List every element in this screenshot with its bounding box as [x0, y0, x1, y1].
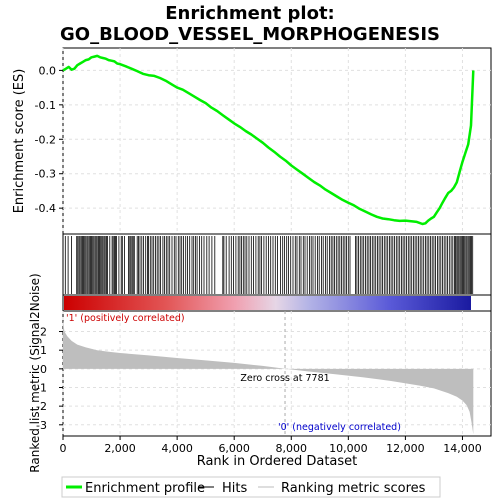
es-ytick-label-3: -0.3 — [35, 168, 56, 181]
es-y-axis-label: Enrichment score (ES) — [12, 69, 27, 214]
ranking-metric-area — [63, 320, 474, 435]
legend-label-hits: Hits — [222, 481, 247, 496]
xtick-label-6: 12,000 — [386, 442, 425, 455]
es-grid — [62, 48, 491, 234]
x-ticks: 0 2,000 4,000 6,000 8,000 10,000 12,000 14,000 — [60, 436, 482, 455]
legend-label-metric: Ranking metric scores — [281, 481, 426, 496]
es-ytick-label-2: -0.2 — [35, 133, 56, 146]
es-ytick-label-0: 0.0 — [39, 64, 57, 77]
xtick-label-4: 8,000 — [276, 442, 308, 455]
chart-subtitle: GO_BLOOD_VESSEL_MORPHOGENESIS — [60, 24, 440, 45]
enrichment-profile-path — [62, 54, 475, 226]
x-axis-label: Rank in Ordered Dataset — [197, 454, 358, 469]
chart-title: Enrichment plot: — [165, 3, 335, 24]
metric-ytick-label-5: -3 — [36, 419, 47, 432]
legend: Enrichment profile Hits Ranking metric s… — [61, 476, 441, 498]
xtick-label-5: 10,000 — [329, 442, 368, 455]
legend-label-enrichment: Enrichment profile — [85, 481, 205, 496]
xtick-label-7: 14,000 — [443, 442, 482, 455]
xtick-label-3: 6,000 — [218, 442, 250, 455]
metric-ytick-label-4: -2 — [36, 400, 47, 413]
zero-cross-label: Zero cross at 7781 — [240, 373, 329, 384]
metric-ytick-label-0: 2 — [40, 326, 47, 339]
correlation-color-bar — [64, 296, 471, 310]
xtick-label-0: 0 — [60, 442, 67, 455]
enrichment-profile-line — [62, 54, 475, 226]
legend-box — [61, 476, 441, 498]
es-y-ticks: 0.0 -0.1 -0.2 -0.3 -0.4 — [35, 64, 63, 215]
ranking-metric-fill — [63, 320, 474, 435]
metric-y-ticks: 2 1 0 -1 -2 -3 — [36, 326, 63, 432]
metric-ytick-label-1: 1 — [40, 344, 47, 357]
es-ytick-label-4: -0.4 — [35, 202, 56, 215]
negative-correlation-label: '0' (negatively correlated) — [278, 422, 401, 433]
hit-lines — [64, 236, 474, 294]
metric-ytick-label-2: 0 — [40, 363, 47, 376]
xtick-label-1: 2,000 — [104, 442, 136, 455]
metric-y-axis-label: Ranked list metric (Signal2Noise) — [28, 273, 42, 472]
es-ytick-label-1: -0.1 — [35, 99, 56, 112]
es-panel — [62, 47, 492, 235]
xtick-label-2: 4,000 — [161, 442, 193, 455]
positive-correlation-label: '1' (positively correlated) — [66, 313, 185, 324]
metric-ytick-label-3: -1 — [36, 381, 47, 394]
